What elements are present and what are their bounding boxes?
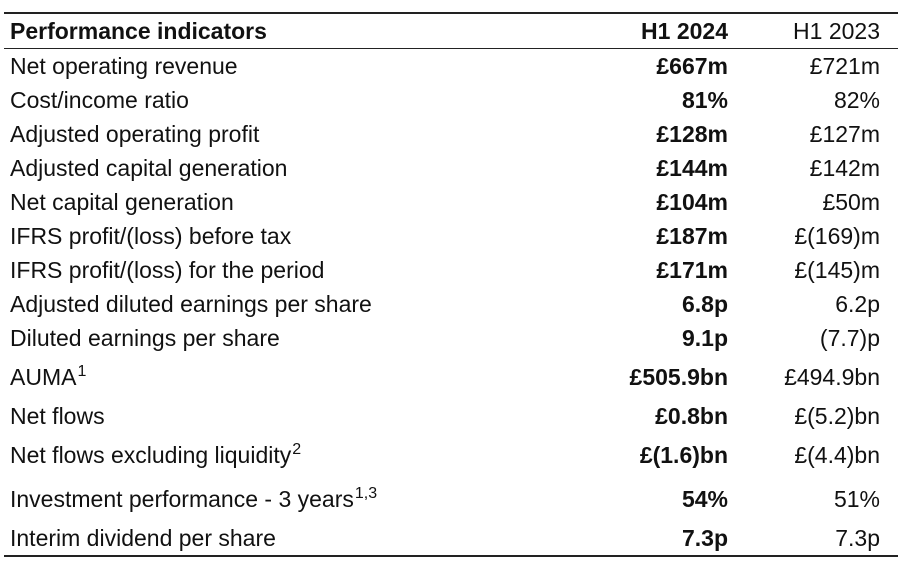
- row-previous-value: £(4.4)bn: [794, 441, 880, 468]
- row-current-value: £667m: [656, 52, 728, 79]
- row-current-value: £187m: [656, 222, 728, 249]
- table-row: Diluted earnings per share 9.1p (7.7)p: [4, 321, 898, 355]
- table-row: Cost/income ratio 81% 82%: [4, 83, 898, 117]
- row-current-value: 6.8p: [681, 290, 728, 317]
- row-current-value: 7.3p: [681, 524, 728, 551]
- row-previous-value: £(145)m: [794, 256, 880, 283]
- header-current-period: H1 2024: [641, 17, 728, 44]
- table-header: Performance indicators H1 2024 H1 2023: [4, 13, 898, 49]
- footnote-marker: 1,3: [354, 484, 378, 502]
- table-row: IFRS profit/(loss) before tax £187m £(16…: [4, 219, 898, 253]
- table-row: Investment performance - 3 years1,3 54% …: [4, 477, 898, 521]
- table-body: Net operating revenue £667m £721m Cost/i…: [4, 49, 898, 556]
- row-previous-value: 6.2p: [835, 290, 880, 317]
- row-previous-value: 7.3p: [835, 524, 880, 551]
- row-previous-value: 82%: [833, 86, 880, 113]
- row-label: Cost/income ratio: [10, 86, 189, 113]
- row-label: Net flows excluding liquidity2: [10, 440, 302, 468]
- row-label: Diluted earnings per share: [10, 324, 280, 351]
- row-current-value: £505.9bn: [629, 363, 728, 390]
- table-row: AUMA1 £505.9bn £494.9bn: [4, 355, 898, 399]
- row-current-value: £171m: [656, 256, 728, 283]
- row-current-value: £144m: [656, 154, 728, 181]
- table-row: Net flows £0.8bn £(5.2)bn: [4, 399, 898, 433]
- row-label: Investment performance - 3 years1,3: [10, 484, 378, 512]
- footnote-marker: 1: [77, 362, 87, 380]
- performance-indicators-table: Performance indicators H1 2024 H1 2023 N…: [4, 12, 898, 557]
- performance-table-container: Performance indicators H1 2024 H1 2023 N…: [4, 12, 898, 557]
- row-current-value: £128m: [656, 120, 728, 147]
- row-current-value: £0.8bn: [655, 402, 728, 429]
- row-label: Net operating revenue: [10, 52, 238, 79]
- row-previous-value: £(169)m: [794, 222, 880, 249]
- table-row: IFRS profit/(loss) for the period £171m …: [4, 253, 898, 287]
- row-previous-value: £(5.2)bn: [794, 402, 880, 429]
- header-row: Performance indicators H1 2024 H1 2023: [4, 13, 898, 49]
- table-row: Net flows excluding liquidity2 £(1.6)bn …: [4, 433, 898, 477]
- row-label: IFRS profit/(loss) before tax: [10, 222, 292, 249]
- footnote-marker: 2: [292, 440, 302, 458]
- row-current-value: £104m: [656, 188, 728, 215]
- row-current-value: 9.1p: [681, 324, 728, 351]
- row-current-value: 54%: [681, 485, 728, 512]
- row-label: Adjusted capital generation: [10, 154, 288, 181]
- table-row: Net capital generation £104m £50m: [4, 185, 898, 219]
- table-row: Adjusted capital generation £144m £142m: [4, 151, 898, 185]
- row-current-value: £(1.6)bn: [639, 441, 728, 468]
- row-label: Adjusted operating profit: [10, 120, 260, 147]
- row-previous-value: (7.7)p: [819, 324, 880, 351]
- row-previous-value: £494.9bn: [784, 363, 880, 390]
- row-label: Interim dividend per share: [10, 524, 276, 551]
- row-label: AUMA1: [10, 362, 87, 390]
- row-previous-value: £721m: [809, 52, 880, 79]
- row-label: Adjusted diluted earnings per share: [10, 290, 372, 317]
- row-previous-value: 51%: [833, 485, 880, 512]
- table-row: Adjusted operating profit £128m £127m: [4, 117, 898, 151]
- table-row: Net operating revenue £667m £721m: [4, 49, 898, 84]
- row-label: Net flows: [10, 402, 105, 429]
- row-previous-value: £127m: [809, 120, 880, 147]
- row-previous-value: £50m: [822, 188, 880, 215]
- table-row: Interim dividend per share 7.3p 7.3p: [4, 521, 898, 556]
- header-previous-period: H1 2023: [793, 17, 880, 44]
- row-label: IFRS profit/(loss) for the period: [10, 256, 325, 283]
- row-label: Net capital generation: [10, 188, 234, 215]
- row-current-value: 81%: [681, 86, 728, 113]
- header-label: Performance indicators: [10, 17, 267, 44]
- row-previous-value: £142m: [809, 154, 880, 181]
- table-row: Adjusted diluted earnings per share 6.8p…: [4, 287, 898, 321]
